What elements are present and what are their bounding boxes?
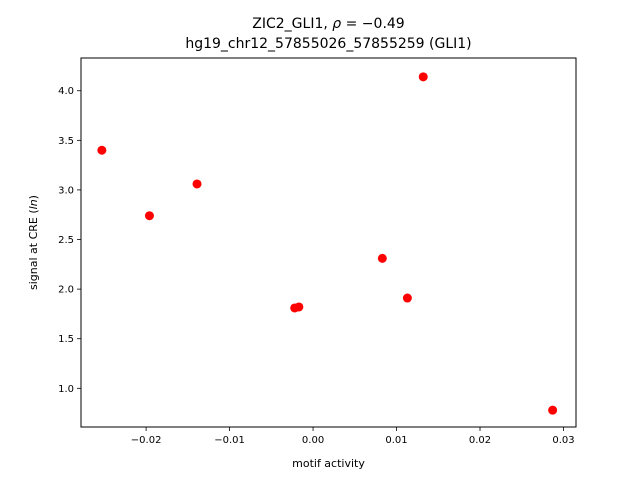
chart-title-suffix: = −0.49	[341, 16, 405, 32]
x-tick-label: 0.00	[302, 435, 324, 446]
chart-title-rho: ρ	[332, 16, 341, 32]
data-point-9	[548, 405, 558, 415]
y-tick-label: 2.0	[58, 285, 74, 296]
y-axis-label-suffix: )	[27, 195, 40, 199]
chart-title-line1: ZIC2_GLI1, ρ = −0.49	[252, 16, 404, 32]
y-tick-label: 3.5	[58, 136, 74, 147]
x-tick-label: −0.02	[131, 435, 162, 446]
data-point-7	[402, 293, 412, 303]
chart-title-prefix: ZIC2_GLI1,	[252, 16, 332, 32]
x-axis-label: motif activity	[292, 457, 365, 470]
y-tick-label: 4.0	[58, 86, 74, 97]
x-tick-label: 0.02	[469, 435, 491, 446]
y-axis-label-prefix: signal at CRE (	[27, 209, 40, 290]
chart-title-line2: hg19_chr12_57855026_57855259 (GLI1)	[185, 36, 471, 52]
data-point-6	[377, 253, 387, 263]
x-tick-label: −0.01	[214, 435, 245, 446]
y-axis-label-italic: ln	[27, 199, 40, 209]
x-axis-ticks: −0.02 −0.01 0.00 0.01 0.02 0.03	[131, 427, 575, 446]
y-axis-label: signal at CRE (ln)	[27, 195, 40, 290]
data-point-3	[192, 179, 202, 189]
x-tick-label: 0.03	[552, 435, 574, 446]
y-tick-label: 2.5	[58, 235, 74, 246]
data-point-8	[418, 72, 428, 82]
plot-area-frame	[80, 57, 577, 428]
x-tick-label: 0.01	[385, 435, 407, 446]
y-tick-label: 1.5	[58, 334, 74, 345]
data-point-2	[144, 211, 154, 221]
y-tick-label: 3.0	[58, 185, 74, 196]
y-axis-ticks: 1.0 1.5 2.0 2.5 3.0 3.5 4.0	[58, 86, 81, 395]
y-tick-label: 1.0	[58, 384, 74, 395]
data-point-5	[294, 302, 304, 312]
data-point-1	[97, 145, 107, 155]
scatter-points	[97, 72, 558, 415]
